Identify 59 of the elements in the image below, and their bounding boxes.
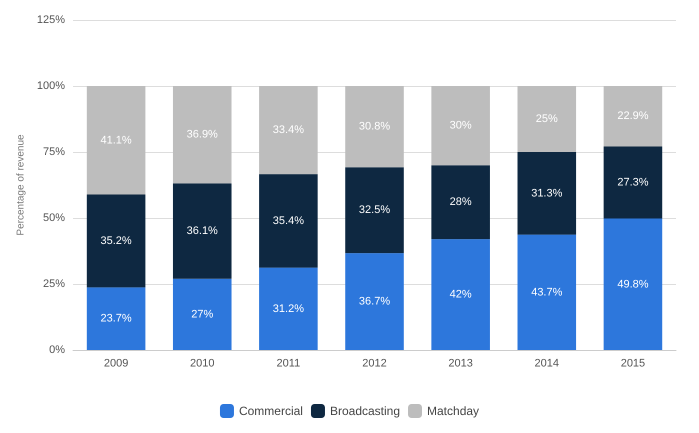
bar: [518, 152, 576, 235]
data-label: 31.3%: [531, 187, 563, 200]
data-label: 27%: [191, 308, 214, 320]
data-label: 30.8%: [358, 120, 390, 133]
y-tick-label: 125%: [36, 14, 66, 26]
bar: [345, 167, 404, 254]
bar: [345, 253, 404, 350]
y-tick-label: 100%: [36, 80, 66, 92]
y-axis-title: Percentage of revenue: [16, 134, 26, 236]
legend-label: Matchday: [427, 404, 480, 418]
legend-label: Broadcasting: [330, 404, 400, 418]
bar: [604, 146, 662, 219]
data-label: 41.1%: [100, 134, 132, 146]
data-label: 36.1%: [186, 225, 218, 238]
bar: [345, 86, 404, 168]
bar: [86, 194, 146, 288]
data-label: 25%: [536, 113, 558, 125]
y-tick-label: 25%: [43, 278, 66, 290]
data-label: 30%: [450, 120, 472, 132]
data-label: 36.7%: [358, 296, 390, 308]
bar: [604, 218, 662, 350]
bar: [172, 86, 232, 184]
x-tick-label: 2013: [448, 358, 473, 370]
bar: [259, 86, 318, 174]
data-label: 43.7%: [531, 286, 563, 298]
x-tick-label: 2015: [620, 358, 646, 370]
bar: [431, 165, 490, 240]
data-label: 42%: [450, 288, 472, 301]
bar: [518, 234, 576, 350]
bar: [86, 86, 146, 195]
legend-label: Commercial: [238, 404, 303, 418]
data-label: 28%: [450, 196, 472, 208]
bar: [259, 268, 318, 350]
data-label: 31.2%: [272, 302, 304, 315]
bar: [431, 86, 490, 166]
bar: [172, 183, 232, 279]
data-label: 35.2%: [100, 234, 132, 247]
y-tick-label: 75%: [43, 146, 66, 158]
data-label: 33.4%: [272, 124, 304, 136]
x-tick-label: 2011: [276, 358, 300, 370]
data-label: 32.5%: [358, 204, 390, 216]
bar: [259, 174, 318, 268]
data-label: 36.9%: [186, 128, 218, 141]
x-tick-label: 2009: [104, 358, 128, 370]
bar: [172, 278, 232, 350]
data-label: 27.3%: [617, 176, 649, 188]
bar: [518, 86, 576, 152]
data-label: 22.9%: [617, 110, 649, 122]
data-label: 49.8%: [617, 278, 649, 290]
x-tick-label: 2010: [190, 358, 214, 370]
bar: [431, 239, 490, 350]
data-label: 35.4%: [272, 214, 304, 227]
x-tick-label: 2012: [362, 358, 387, 370]
y-tick-label: 50%: [43, 212, 66, 224]
x-tick-label: 2014: [534, 358, 560, 370]
bar: [86, 287, 146, 350]
y-tick-label: 0%: [49, 344, 66, 356]
data-label: 23.7%: [100, 312, 132, 325]
bar: [604, 86, 662, 146]
